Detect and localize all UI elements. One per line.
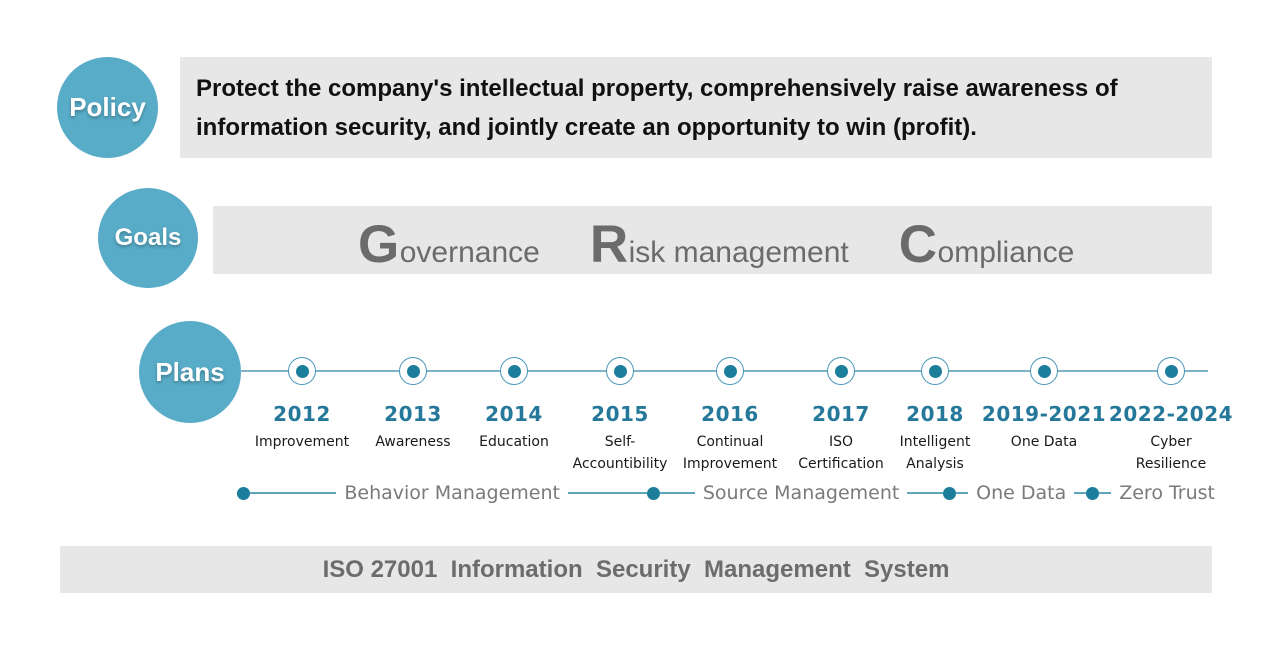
policy-statement-panel: Protect the company's intellectual prope… (180, 57, 1212, 158)
milestone-year: 2015 (591, 402, 649, 426)
timeline-node-2013 (399, 357, 427, 385)
timeline-node-2022-2024 (1157, 357, 1185, 385)
phase-dot (646, 486, 660, 500)
phase-line (1074, 492, 1087, 494)
goals-panel: Governance Risk management Compliance (213, 206, 1212, 274)
timeline-node-2016 (716, 357, 744, 385)
phase-dot (943, 486, 957, 500)
milestone-label: Intelligent Analysis (899, 434, 971, 472)
timeline-dot (406, 364, 420, 378)
iso-footer-panel: ISO 27001 Information Security Managemen… (60, 546, 1212, 593)
grc-row: Governance Risk management Compliance (358, 214, 1212, 275)
timeline-node-2019-2021 (1030, 357, 1058, 385)
milestone-year: 2014 (485, 402, 543, 426)
timeline-dot (928, 364, 942, 378)
phase-zero-trust: Zero Trust (1119, 482, 1215, 504)
timeline-node-2015 (606, 357, 634, 385)
timeline-dot (613, 364, 627, 378)
policy-text-line1: Protect the company's intellectual prope… (196, 74, 1118, 102)
phase-line (567, 492, 647, 494)
policy-bubble: Policy (57, 57, 158, 158)
milestone-label: Education (479, 434, 549, 450)
timeline-dot (295, 364, 309, 378)
phase-source-management: Source Management (702, 482, 900, 504)
timeline-dot (834, 364, 848, 378)
milestone-label: Cyber Resilience (1135, 434, 1207, 472)
milestone-year: 2019-2021 (981, 402, 1107, 426)
goal-governance-initial: G (358, 215, 400, 274)
phase-dot (237, 486, 250, 500)
plans-bubble-label: Plans (155, 356, 225, 387)
goal-compliance-initial: C (898, 215, 938, 274)
policy-bubble-label: Policy (69, 92, 146, 122)
milestone-label: Self- Accountibility (572, 434, 668, 472)
milestone-year: 2022-2024 (1108, 402, 1234, 426)
milestone-label: Awareness (375, 434, 451, 450)
timeline-dot (1037, 364, 1051, 378)
goal-compliance: Compliance (899, 214, 1075, 275)
milestone-year: 2016 (701, 402, 759, 426)
timeline-node-2017 (827, 357, 855, 385)
goal-risk-management: Risk management (590, 214, 849, 275)
policy-text-line2: information security, and jointly create… (196, 113, 977, 141)
goals-bubble: Goals (98, 188, 198, 288)
phase-line (956, 492, 969, 494)
phase-behavior-management: Behavior Management (344, 482, 560, 504)
milestone-year: 2018 (906, 402, 964, 426)
phase-line (1099, 492, 1112, 494)
phase-one-data: One Data (976, 482, 1067, 504)
milestone-label: One Data (1010, 434, 1078, 450)
goal-risk-initial: R (589, 215, 629, 274)
timeline-dot (1164, 364, 1178, 378)
iso-footer-text: ISO 27001 Information Security Managemen… (322, 555, 950, 583)
timeline-dot (723, 364, 737, 378)
phases-row: Behavior Management Source Management On… (237, 482, 1223, 504)
goal-compliance-rest: ompliance (937, 236, 1075, 269)
milestone-label: Improvement (254, 434, 350, 450)
goal-governance: Governance (358, 214, 540, 275)
timeline-dot (507, 364, 521, 378)
milestone-label: ISO Certification (798, 434, 884, 472)
milestone-year: 2017 (812, 402, 870, 426)
phase-line (659, 492, 695, 494)
timeline-node-2018 (921, 357, 949, 385)
milestone-label: Continual Improvement (682, 434, 778, 472)
phase-dot (1086, 486, 1100, 500)
goal-governance-rest: overnance (399, 236, 540, 269)
goals-bubble-label: Goals (114, 224, 182, 251)
timeline-node-2014 (500, 357, 528, 385)
phase-line (250, 492, 337, 494)
milestone-year: 2013 (384, 402, 442, 426)
phase-line (907, 492, 944, 494)
plans-bubble: Plans (139, 321, 241, 423)
timeline-node-2012 (288, 357, 316, 385)
milestone-year: 2012 (273, 402, 331, 426)
goal-risk-rest: isk management (628, 236, 849, 269)
